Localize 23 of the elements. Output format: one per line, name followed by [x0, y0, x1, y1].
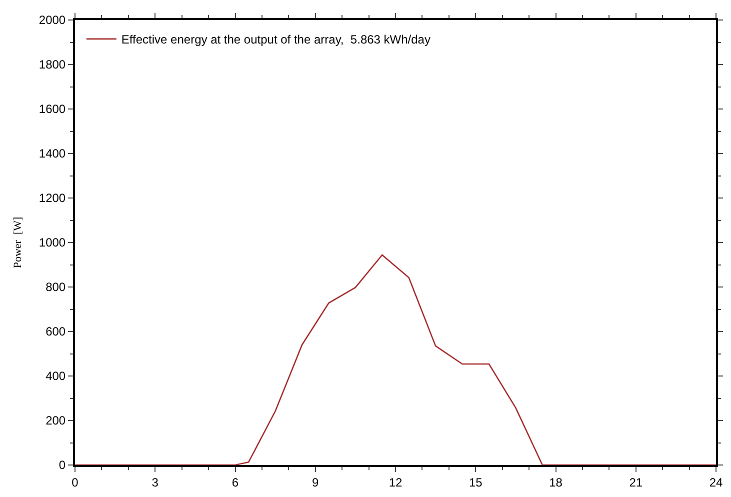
y-axis-title: Power [W]	[12, 216, 24, 268]
line-series	[75, 254, 716, 465]
y-tick-label: 400	[46, 369, 66, 384]
x-tick-label: 9	[312, 475, 320, 490]
x-tick-label: 3	[152, 475, 159, 490]
x-tick-label: 0	[72, 475, 79, 490]
x-tick-label: 21	[629, 475, 643, 490]
x-tick-label: 18	[549, 475, 563, 490]
y-tick-label: 2000	[38, 13, 66, 28]
y-tick-label: 0	[58, 458, 66, 472]
x-tick-label: 6	[232, 475, 239, 490]
y-tick-label: 1000	[38, 236, 66, 250]
x-tick-label: 12	[388, 475, 402, 490]
x-tick-label: 24	[709, 475, 723, 490]
y-tick-label: 800	[46, 280, 66, 294]
x-tick-label: 15	[468, 475, 483, 490]
y-tick-label: 1200	[38, 191, 66, 206]
y-tick-label: 1400	[38, 146, 66, 161]
y-tick-label: 200	[46, 414, 66, 428]
y-tick-label: 1800	[38, 58, 66, 72]
legend-label: Effective energy at the output of the array, 5.863 kWh/day	[121, 32, 430, 47]
y-tick-label: 600	[46, 324, 66, 339]
y-tick-label: 1600	[38, 102, 66, 116]
